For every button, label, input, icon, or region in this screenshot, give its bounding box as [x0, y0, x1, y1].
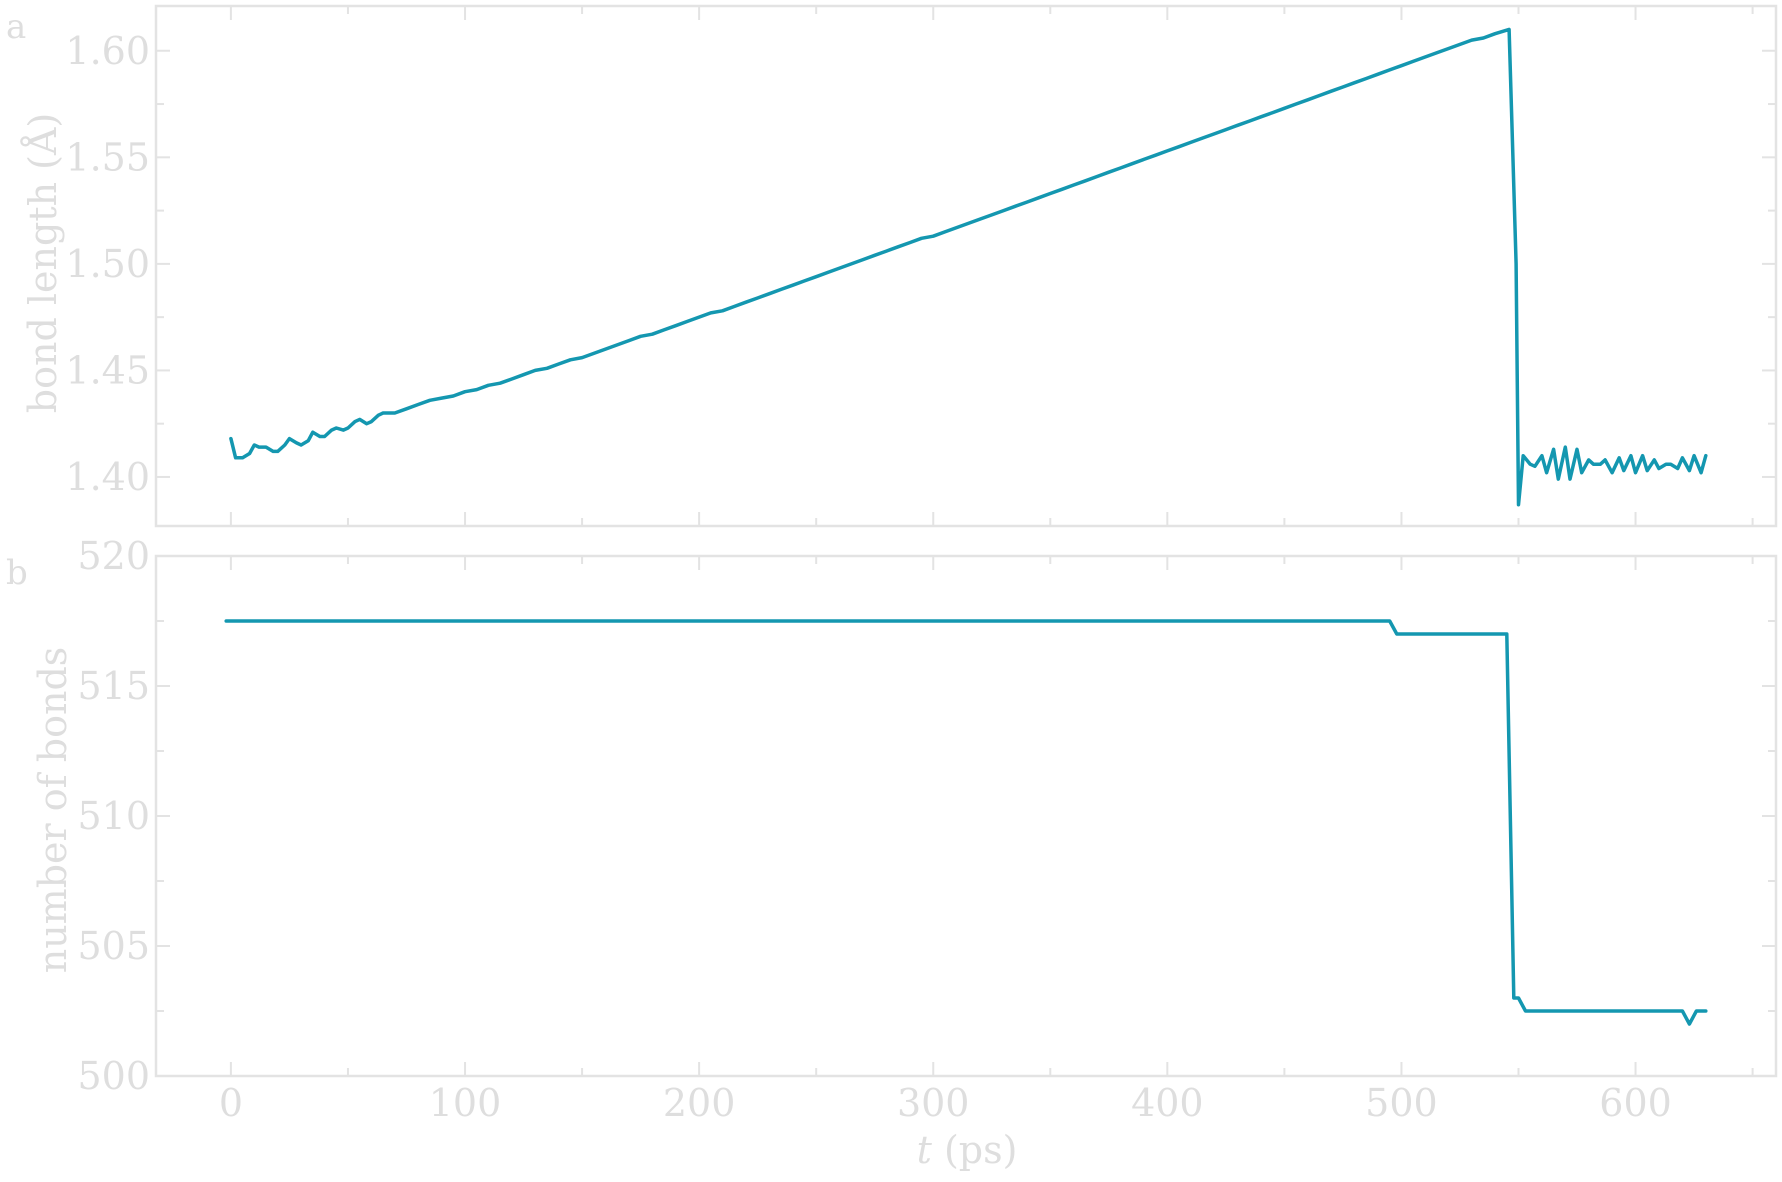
panel-a-axes-frame — [154, 4, 1778, 528]
x-axis-label-symbol: t — [917, 1128, 933, 1172]
x-tick-label: 100 — [429, 1081, 502, 1125]
panel-b: b 0 100 200 300 400 500 600 500 505 510 515 520 num… — [6, 534, 1778, 1172]
x-axis-label-unit: (ps) — [932, 1128, 1018, 1172]
y-tick-label: 520 — [77, 534, 150, 578]
y-tick-label: 510 — [77, 794, 150, 838]
x-axis-label: t (ps) — [917, 1128, 1018, 1172]
panel-a-y-axis-label: bond length (Å) — [21, 113, 65, 413]
y-tick-label: 500 — [77, 1054, 150, 1098]
y-tick-label: 1.50 — [65, 242, 150, 286]
panel-b-tick-labels: 0 100 200 300 400 500 600 500 505 510 515 520 — [77, 534, 1671, 1125]
panel-a-ticks — [156, 6, 1776, 526]
panel-b-axes-frame — [154, 554, 1778, 1078]
panel-b-ticks — [156, 555, 1776, 1077]
panel-label-a: a — [6, 7, 26, 47]
y-tick-label: 1.55 — [65, 135, 150, 179]
x-tick-label: 400 — [1131, 1081, 1204, 1125]
panel-b-series — [224, 619, 1708, 1026]
panel-a-tick-labels: 1.40 1.45 1.50 1.55 1.60 — [65, 29, 150, 499]
x-tick-label: 200 — [663, 1081, 736, 1125]
y-tick-label: 1.40 — [65, 455, 150, 499]
series-line — [224, 619, 1708, 1026]
y-tick-label: 505 — [77, 924, 150, 968]
panel-a: a 1.40 1.45 1.50 1.55 1.60 bond length (Å) — [6, 4, 1778, 528]
series-line — [229, 27, 1708, 507]
x-tick-label: 500 — [1365, 1081, 1438, 1125]
x-tick-label: 600 — [1599, 1081, 1672, 1125]
y-tick-label: 515 — [77, 664, 150, 708]
panel-label-b: b — [6, 553, 28, 593]
y-tick-label: 1.45 — [65, 348, 150, 392]
x-tick-label: 0 — [219, 1081, 243, 1125]
x-tick-label: 300 — [897, 1081, 970, 1125]
y-tick-label: 1.60 — [65, 29, 150, 73]
panel-b-y-axis-label: number of bonds — [31, 647, 75, 974]
panel-a-series — [229, 27, 1708, 507]
